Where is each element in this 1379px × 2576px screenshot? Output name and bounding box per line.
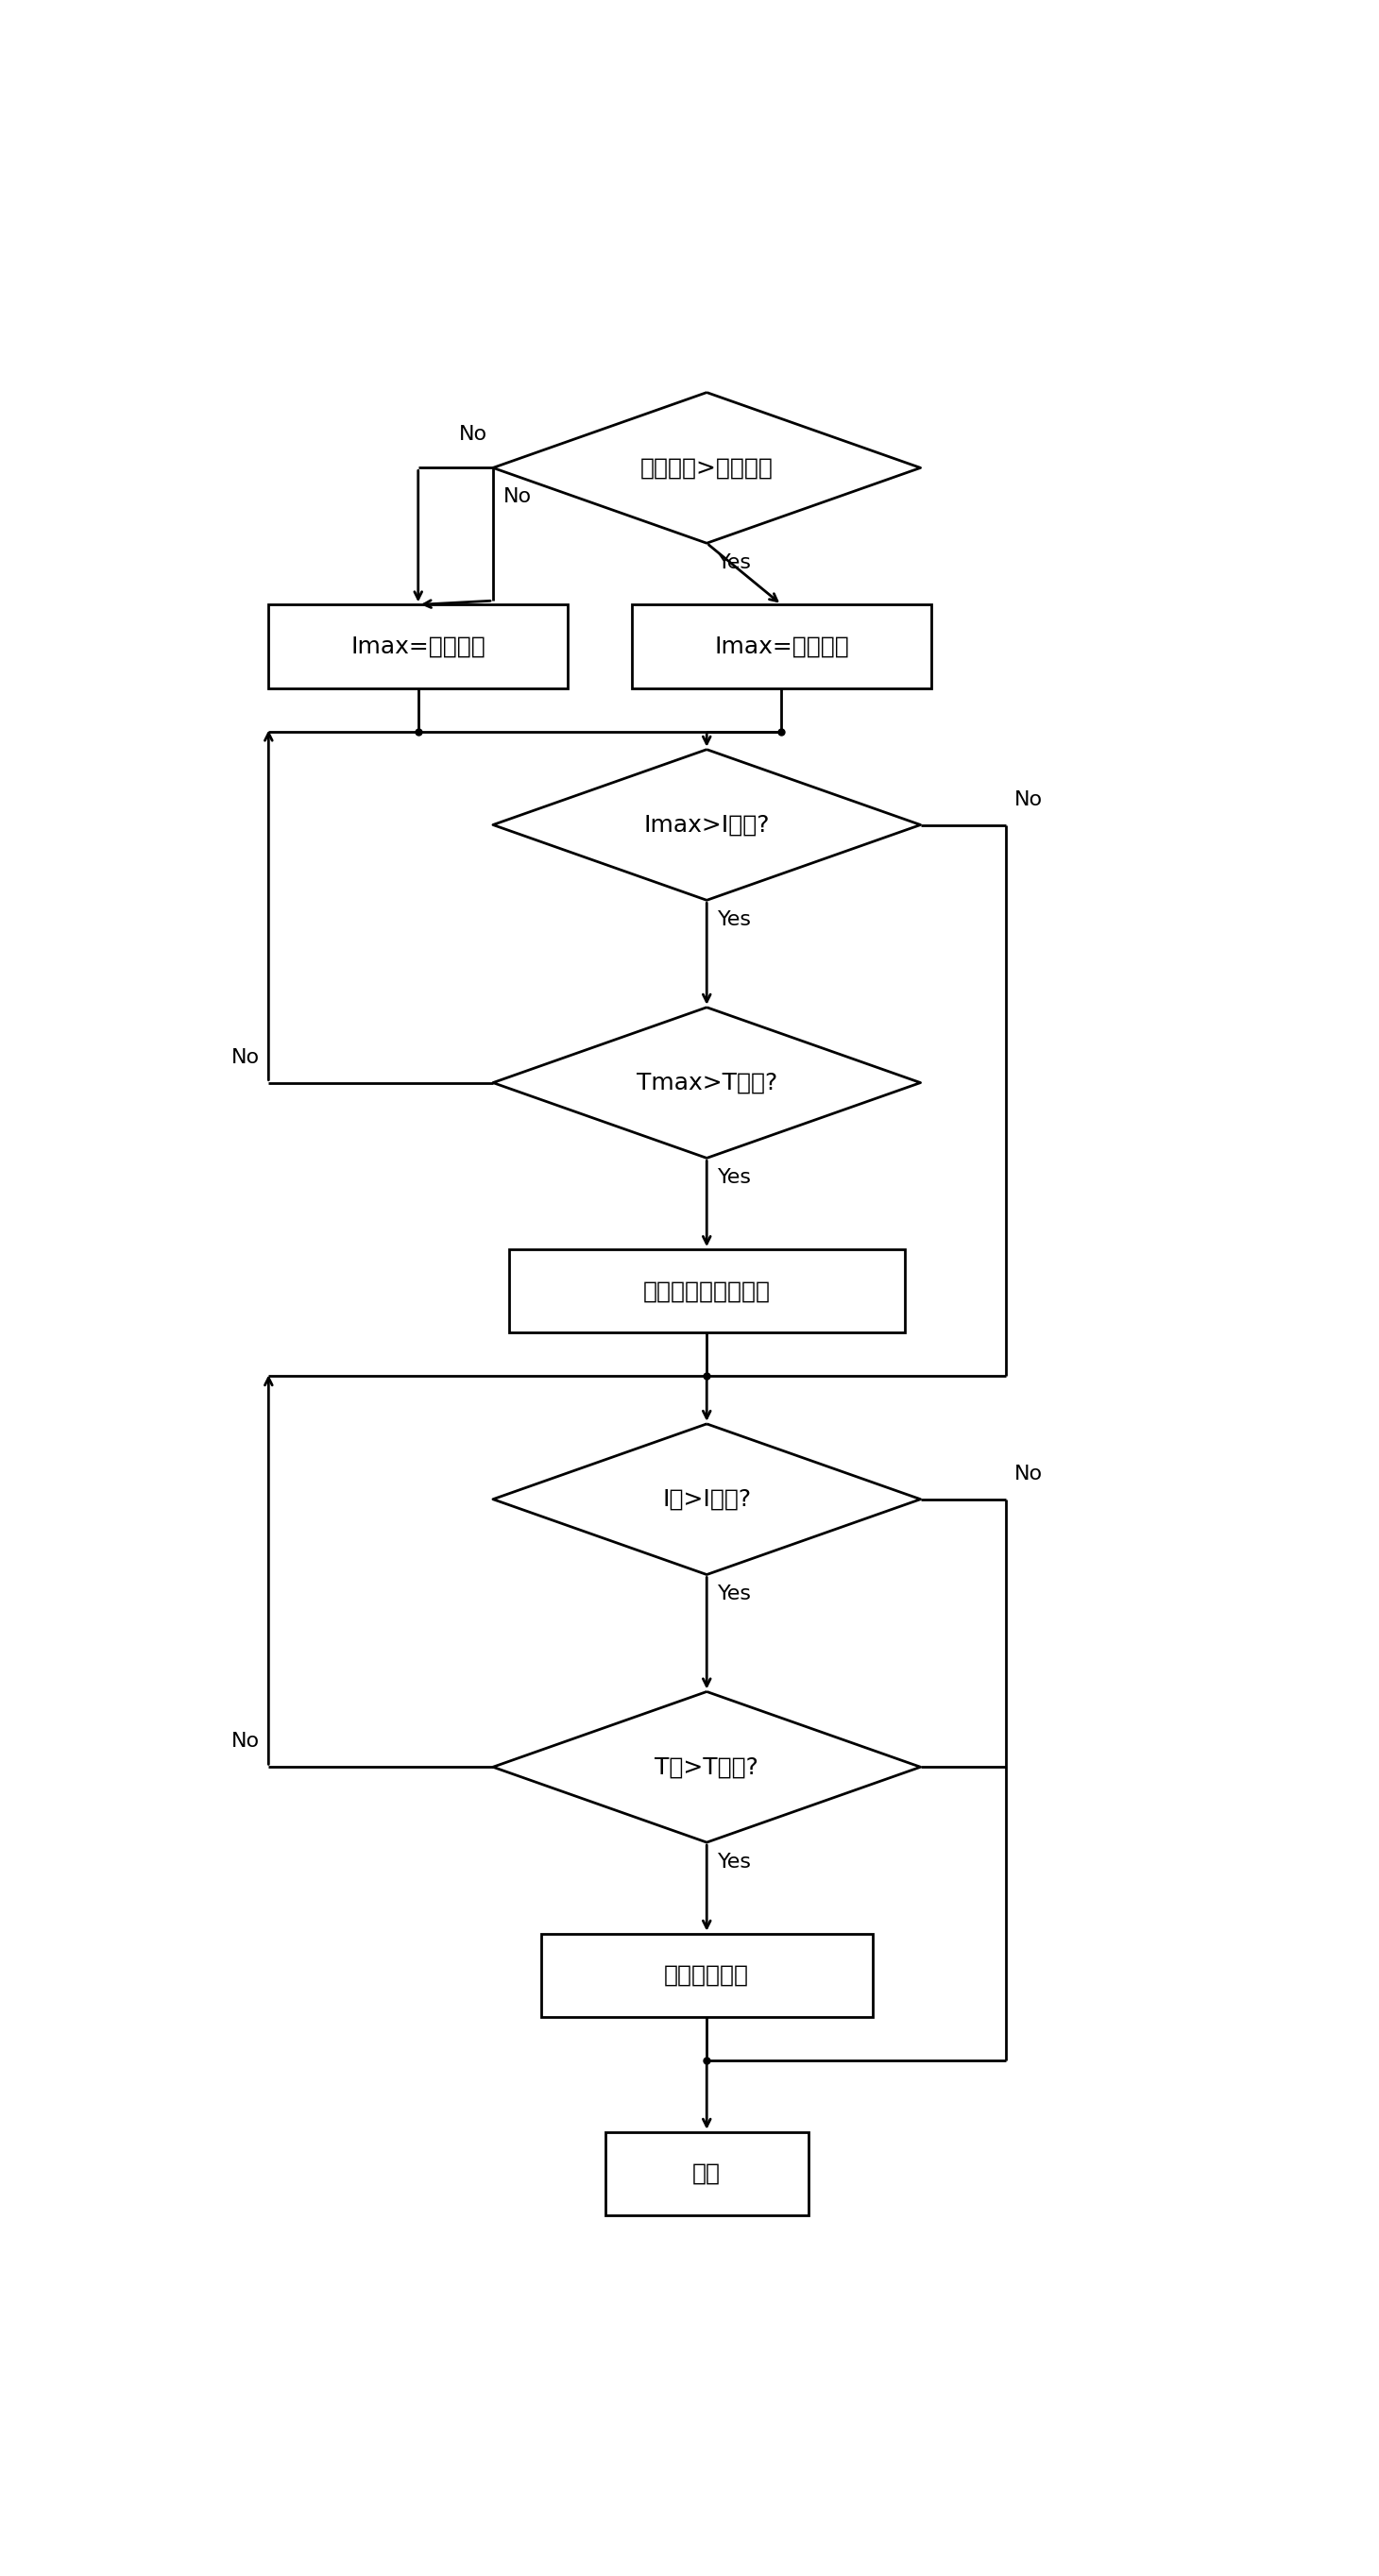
Text: Yes: Yes bbox=[717, 1167, 752, 1188]
Text: No: No bbox=[1015, 1466, 1043, 1484]
Text: Tmax>T级差?: Tmax>T级差? bbox=[636, 1072, 778, 1095]
Bar bbox=[605, 2133, 808, 2215]
Text: 正极电流>负极电流: 正极电流>负极电流 bbox=[640, 456, 774, 479]
Bar bbox=[541, 1935, 873, 2017]
Text: Yes: Yes bbox=[717, 554, 752, 572]
Text: No: No bbox=[503, 487, 532, 507]
Bar bbox=[509, 1249, 905, 1332]
Text: Imax>I级差?: Imax>I级差? bbox=[644, 814, 769, 837]
Text: No: No bbox=[232, 1731, 261, 1752]
Text: Imax=负极电流: Imax=负极电流 bbox=[350, 636, 485, 657]
Text: No: No bbox=[1015, 791, 1043, 809]
Text: No: No bbox=[459, 425, 488, 443]
Text: Yes: Yes bbox=[717, 1584, 752, 1602]
Text: Imax=正极电流: Imax=正极电流 bbox=[714, 636, 849, 657]
Text: No: No bbox=[232, 1048, 261, 1066]
Text: 出口跳断路器并报警: 出口跳断路器并报警 bbox=[643, 1280, 771, 1303]
Text: Yes: Yes bbox=[717, 909, 752, 930]
Text: I漏>I接地?: I漏>I接地? bbox=[662, 1489, 752, 1510]
Text: 发出接地报警: 发出接地报警 bbox=[665, 1963, 749, 1986]
Bar bbox=[632, 605, 931, 688]
Text: Yes: Yes bbox=[717, 1852, 752, 1870]
Text: 返回: 返回 bbox=[692, 2161, 721, 2184]
Bar bbox=[269, 605, 568, 688]
Text: T漏>T接地?: T漏>T接地? bbox=[655, 1757, 758, 1777]
